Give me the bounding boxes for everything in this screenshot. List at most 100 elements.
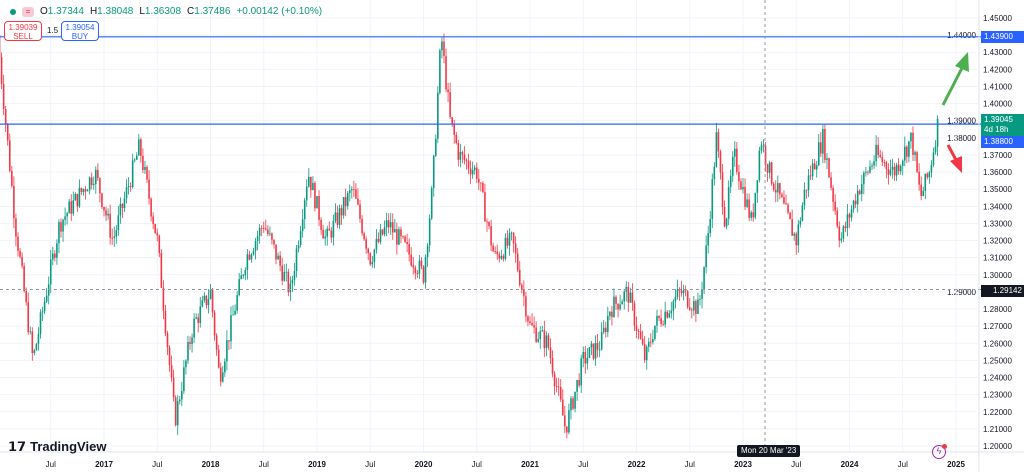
candle-body (656, 315, 658, 326)
candle-body (537, 339, 539, 342)
candle-body (928, 172, 931, 178)
candle-body (856, 190, 859, 205)
y-tick-label: 1.21000 (983, 425, 1012, 434)
candle-body (252, 251, 255, 255)
candle-body (295, 248, 298, 272)
candle-body (869, 166, 871, 173)
candle-body (8, 140, 11, 171)
bar-countdown: 4d 18h (984, 125, 1009, 134)
candle-body (389, 222, 392, 228)
candle-body (506, 237, 509, 246)
candle-body (647, 341, 650, 347)
candle-body (105, 210, 107, 216)
candle-body (432, 155, 435, 189)
candle-body (205, 295, 208, 306)
candle-body (365, 239, 367, 249)
sell-button[interactable]: 1.39039 SELL (4, 21, 42, 41)
candle-body (166, 333, 169, 348)
candle-body (119, 203, 122, 216)
y-tick-label: 1.45000 (983, 14, 1012, 23)
candle-body (39, 312, 42, 335)
candle-body (164, 310, 167, 334)
candle-body (494, 251, 496, 253)
candle-body (303, 200, 306, 220)
buy-button[interactable]: 1.39054 BUY (61, 21, 99, 41)
candle-body (916, 152, 918, 172)
candle-body (369, 253, 372, 265)
candle-body (250, 254, 253, 260)
up-arrow-head (955, 52, 969, 72)
candle-body (400, 229, 402, 237)
candle-body (443, 41, 445, 57)
x-tick-label: 2021 (521, 460, 539, 469)
candle-body (883, 162, 886, 163)
candle-body (215, 335, 218, 350)
candle-body (826, 158, 828, 160)
candle-body (201, 300, 204, 307)
candle-body (615, 296, 617, 304)
candle-body (115, 230, 118, 237)
tradingview-logo[interactable]: 𝟭𝟳 TradingView (8, 439, 106, 454)
down-arrow-shaft (946, 144, 958, 161)
candle-body (863, 172, 865, 185)
candle-body (668, 313, 671, 318)
candle-body (754, 192, 757, 218)
candle-body (176, 401, 179, 426)
candle-body (772, 183, 775, 190)
equals-icon[interactable]: = (22, 7, 34, 17)
x-tick-label: 2024 (841, 460, 859, 469)
candle-body (895, 164, 898, 176)
candle-body (908, 141, 910, 157)
candle-body (363, 233, 365, 240)
candle-body (195, 317, 197, 319)
current-price-label: 1.39045 4d 18h (981, 114, 1024, 136)
candle-body (58, 222, 60, 244)
candle-body (469, 168, 472, 175)
candle-body (750, 212, 752, 218)
candle-body (564, 415, 566, 427)
candle-body (422, 266, 425, 283)
candle-body (111, 237, 113, 239)
candle-body (133, 159, 136, 161)
candle-body (910, 132, 912, 142)
resistance-price-label: 1.43900 (981, 31, 1024, 43)
candle-body (740, 181, 742, 190)
candle-body (381, 229, 384, 235)
candle-body (592, 343, 595, 359)
candle-body (860, 184, 863, 194)
candle-body (271, 233, 273, 240)
candle-body (521, 284, 523, 290)
candle-body (60, 222, 62, 232)
candle-body (637, 331, 640, 332)
candle-body (312, 182, 314, 191)
candle-body (92, 184, 95, 186)
candle-body (824, 129, 826, 160)
candle-body (566, 426, 568, 433)
candle-body (518, 269, 521, 285)
quantity[interactable]: 1.5 (47, 26, 59, 35)
buy-label: BUY (71, 32, 89, 41)
logo-text: TradingView (30, 439, 107, 454)
candle-body (529, 321, 531, 323)
candle-body (310, 176, 312, 191)
candle-body (850, 209, 853, 218)
candle-body (424, 257, 427, 283)
candle-body (207, 299, 210, 306)
x-tick-label: Jul (472, 460, 482, 469)
lightning-icon[interactable]: ϟ (932, 444, 947, 459)
candle-body (281, 265, 283, 281)
candle-body (0, 57, 3, 84)
candle-body (123, 198, 126, 208)
candle-body (613, 296, 615, 318)
candle-body (2, 83, 5, 109)
candle-body (817, 142, 820, 166)
candle-body (551, 357, 554, 374)
candle-body (666, 311, 669, 318)
candle-body (158, 235, 161, 254)
y-tick-label: 1.24000 (983, 374, 1012, 383)
candle-body (211, 289, 214, 313)
candle-body (684, 290, 687, 292)
candle-body (21, 256, 23, 267)
y-tick-label: 1.36000 (983, 168, 1012, 177)
